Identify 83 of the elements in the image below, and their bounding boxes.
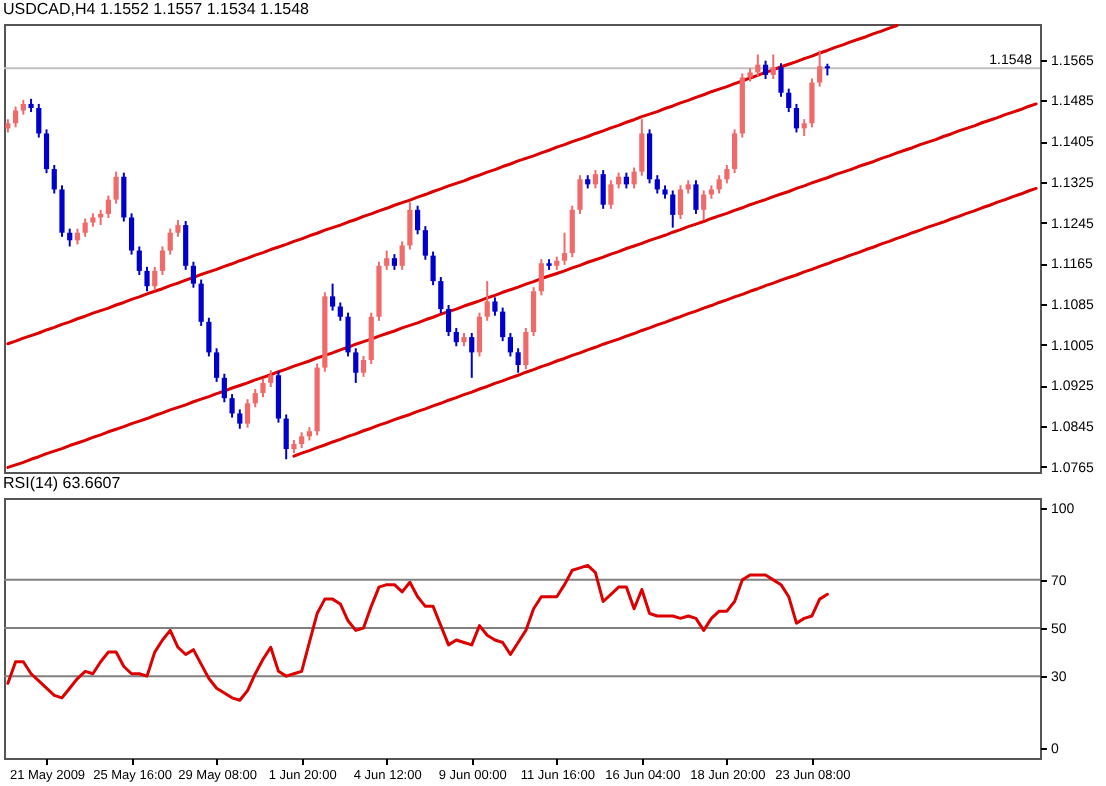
candlestick (329, 282, 336, 312)
candlestick (654, 174, 660, 195)
candlestick (469, 332, 475, 379)
candlestick (206, 316, 212, 358)
candlestick (817, 49, 823, 88)
candlestick (445, 304, 452, 338)
candlestick (631, 166, 637, 190)
candlestick (128, 212, 135, 256)
candlestick (693, 179, 699, 215)
candlestick (198, 278, 204, 327)
candlestick (786, 87, 792, 114)
candlestick (214, 347, 220, 383)
candlestick (260, 377, 266, 399)
candlestick (167, 227, 173, 256)
candlestick (244, 398, 251, 429)
chart-title: RSI(14) 63.6607 (3, 474, 122, 492)
candlestick (252, 388, 258, 409)
candlestick (778, 62, 784, 98)
candlestick (600, 169, 606, 210)
candlestick (51, 164, 57, 195)
candlestick (608, 179, 614, 210)
candlestick (368, 311, 374, 366)
candlestick (353, 347, 359, 384)
candlestick (569, 204, 575, 259)
candlestick (345, 311, 351, 358)
candlestick (159, 245, 166, 276)
candlestick (762, 59, 769, 80)
candlestick (183, 220, 189, 271)
candlestick (121, 171, 127, 223)
candlestick (538, 258, 544, 297)
candlestick (577, 174, 583, 215)
candlestick (415, 204, 421, 236)
candlestick (113, 170, 119, 205)
candlestick (430, 250, 436, 287)
candlestick (507, 332, 513, 358)
candlestick (13, 105, 19, 129)
candlestick (677, 184, 684, 220)
candlestick (152, 265, 158, 292)
candlestick (399, 240, 405, 271)
candlestick (701, 189, 707, 221)
candlestick (515, 347, 521, 374)
candlestick (283, 413, 289, 461)
candlestick (36, 102, 42, 139)
candlestick (237, 408, 243, 430)
candlestick (492, 296, 498, 317)
candlestick (670, 189, 676, 229)
candlestick (592, 169, 599, 190)
candlestick (144, 265, 150, 293)
candlestick (716, 174, 722, 195)
candlestick (770, 53, 776, 80)
candlestick (646, 128, 653, 185)
candlestick (82, 217, 88, 238)
candlestick (407, 201, 413, 251)
candlestick (229, 393, 235, 419)
line-series (6, 102, 1038, 469)
candlestick (732, 128, 738, 175)
candlestick (422, 225, 428, 261)
candlestick (523, 326, 529, 371)
candlestick (438, 276, 444, 315)
candlestick (360, 354, 367, 378)
candlestick (337, 301, 343, 322)
candlestick (531, 286, 537, 338)
line-series (6, 24, 899, 346)
chart-title: USDCAD,H4 1.1552 1.1557 1.1534 1.1548 (3, 0, 311, 18)
candlestick (500, 306, 506, 343)
candlestick (105, 194, 111, 219)
candlestick (190, 260, 197, 289)
candlestick (793, 102, 800, 134)
candlestick (221, 372, 227, 404)
candlestick (384, 249, 390, 271)
candlestick (275, 370, 282, 424)
candlestick (136, 245, 142, 276)
candlestick (484, 280, 490, 322)
candlestick (453, 326, 459, 348)
candlestick (59, 184, 65, 238)
candlestick (561, 231, 568, 266)
candlestick (724, 164, 730, 185)
line-series (292, 186, 1038, 458)
candlestick (809, 77, 815, 129)
candlestick (639, 118, 645, 177)
line-series (6, 563, 829, 702)
candlestick (43, 128, 50, 175)
candlestick (476, 311, 483, 358)
